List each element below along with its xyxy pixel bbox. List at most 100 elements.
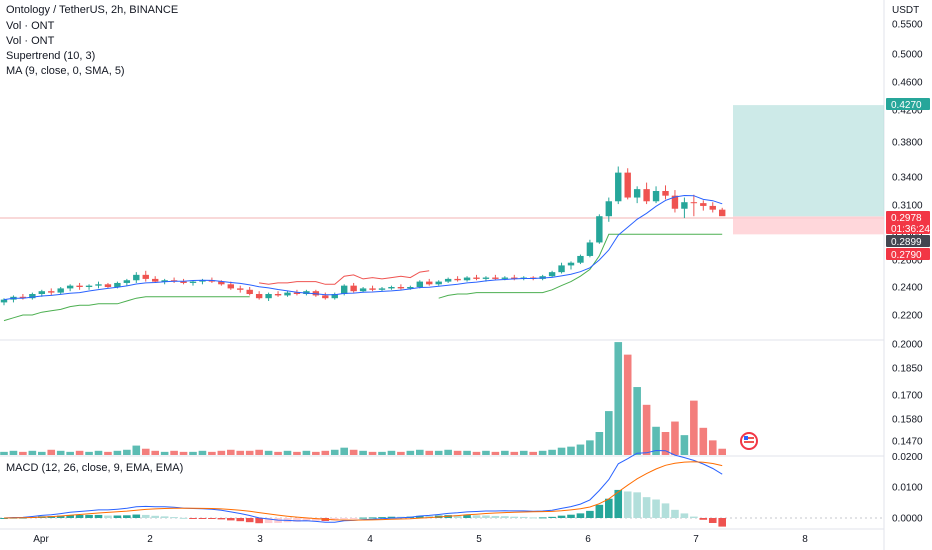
- macd-histogram-bar: [416, 515, 424, 518]
- candle-body: [312, 291, 320, 296]
- indicator-macd[interactable]: MACD (12, 26, close, 9, EMA, EMA): [6, 462, 184, 474]
- macd-histogram-bar: [652, 499, 660, 518]
- candle-body: [397, 287, 405, 289]
- candle-body: [29, 294, 36, 299]
- volume-bar: [132, 445, 141, 455]
- macd-histogram-bar: [312, 518, 320, 521]
- position-zones: [733, 105, 884, 235]
- candle-body: [652, 191, 660, 202]
- last-price-tag-text: 0.2978: [891, 213, 922, 224]
- volume-bar: [274, 451, 282, 455]
- macd-histogram-bar: [160, 516, 169, 518]
- candle-body: [66, 285, 74, 289]
- last-price-tag-text: 01:36:24: [891, 224, 930, 235]
- volume-bar: [708, 440, 717, 455]
- volume-bar: [463, 450, 471, 455]
- volume-bar: [368, 451, 377, 455]
- volume-bar: [66, 451, 74, 455]
- macd-histogram-bar: [614, 489, 623, 518]
- volume-bar: [718, 448, 726, 455]
- candle-body: [690, 202, 698, 204]
- supertrend-down-segment: [259, 270, 430, 285]
- candle-body: [95, 284, 102, 286]
- time-tick-label: 7: [693, 534, 699, 545]
- price-tick-label: 0.3400: [892, 173, 923, 184]
- macd-tick-label: 0.0000: [892, 514, 923, 525]
- macd-histogram-bar: [170, 517, 178, 519]
- volume-bar: [425, 450, 434, 455]
- candle-body: [567, 262, 575, 266]
- event-marker-canton: [744, 436, 748, 440]
- price-tick-label: 0.1580: [892, 415, 923, 426]
- volume-bar: [529, 451, 537, 455]
- stop-zone: [733, 216, 884, 235]
- macd-histogram-bar: [113, 515, 122, 518]
- candle-body: [700, 203, 707, 206]
- candle-body: [463, 277, 471, 281]
- price-tick-label: 0.5000: [892, 50, 923, 61]
- candle-body: [407, 287, 414, 289]
- candle-body: [454, 278, 461, 281]
- indicator-vol-2[interactable]: Vol · ONT: [6, 35, 55, 47]
- volume-bar: [453, 450, 462, 455]
- volume-bar: [434, 450, 443, 455]
- supertrend-line: [3, 233, 723, 322]
- ma-value-tag-text: 0.2899: [891, 237, 922, 248]
- candle-body: [359, 288, 367, 292]
- volume-bar: [586, 440, 594, 455]
- macd-histogram-bar: [151, 515, 159, 518]
- volume-bar: [538, 450, 547, 455]
- time-tick-label: 3: [257, 534, 263, 545]
- candle-body: [19, 296, 27, 299]
- candle-body: [369, 288, 376, 290]
- macd-histogram-bar: [482, 515, 490, 518]
- macd-histogram-bar: [227, 518, 235, 521]
- symbol-title[interactable]: Ontology / TetherUS, 2h, BINANCE: [6, 4, 179, 16]
- candle-body: [265, 294, 272, 299]
- candlestick-series: [0, 166, 726, 306]
- macd-histogram-bar: [94, 514, 103, 518]
- macd-histogram-bar: [189, 518, 197, 519]
- macd-histogram-bar: [519, 516, 528, 518]
- candle-body: [605, 201, 612, 217]
- volume-bar: [189, 451, 197, 455]
- macd-histogram-bar: [340, 518, 348, 519]
- macd-pane: [0, 449, 726, 527]
- volume-tick-label: 0.0200: [892, 452, 923, 463]
- volume-bar: [576, 444, 585, 455]
- indicator-supertrend[interactable]: Supertrend (10, 3): [6, 50, 96, 62]
- macd-histogram-bar: [586, 510, 594, 518]
- candle-body: [482, 277, 490, 279]
- volume-bar: [245, 450, 254, 455]
- target-zone: [733, 105, 884, 217]
- macd-histogram-bar: [671, 509, 679, 518]
- stop-tag-text: 0.2790: [891, 250, 922, 261]
- macd-histogram-bar: [595, 504, 604, 518]
- volume-bar: [614, 342, 623, 455]
- indicator-ma[interactable]: MA (9, close, 0, SMA, 5): [6, 65, 125, 77]
- candle-body: [435, 281, 442, 285]
- macd-histogram-bar: [548, 516, 556, 518]
- volume-bar: [444, 449, 452, 455]
- macd-histogram-bar: [368, 517, 377, 519]
- volume-bar: [255, 449, 263, 455]
- candle-body: [293, 292, 301, 294]
- candle-body: [133, 274, 140, 281]
- volume-bar: [378, 451, 386, 455]
- volume-bar: [671, 421, 679, 455]
- volume-bar: [416, 449, 424, 455]
- macd-histogram-bar: [491, 515, 500, 518]
- indicator-vol-1[interactable]: Vol · ONT: [6, 20, 55, 32]
- candle-body: [341, 285, 348, 294]
- volume-bar: [510, 451, 519, 455]
- candle-body: [577, 255, 584, 263]
- volume-bar: [642, 404, 651, 455]
- volume-bar: [9, 450, 18, 455]
- macd-histogram-bar: [198, 518, 207, 519]
- macd-histogram-bar: [349, 518, 358, 519]
- candle-body: [189, 281, 197, 283]
- volume-bar: [548, 449, 556, 455]
- candle-body: [681, 202, 688, 209]
- candle-body: [596, 216, 603, 243]
